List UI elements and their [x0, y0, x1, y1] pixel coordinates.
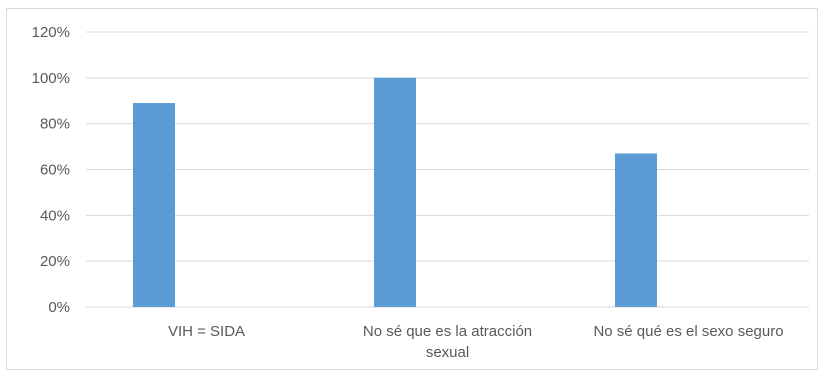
y-tick-label: 0% [48, 299, 70, 316]
bar [373, 77, 416, 307]
y-tick-label: 40% [40, 207, 70, 224]
x-tick-label: No sé qué es el sexo seguro [593, 323, 783, 340]
x-tick-label: sexual [426, 344, 469, 361]
x-tick-label: VIH = SIDA [168, 323, 245, 340]
x-tick-label: No sé que es la atracción [363, 323, 532, 340]
bars [132, 77, 657, 308]
y-axis-ticks: 0% 20% 40% 60% 80% 100% 120% [32, 24, 70, 316]
gridlines [86, 31, 809, 308]
y-tick-label: 20% [40, 253, 70, 270]
y-tick-label: 120% [32, 24, 70, 41]
bar [132, 103, 175, 308]
x-axis-labels: VIH = SIDA No sé que es la atracción sexua… [168, 323, 784, 361]
y-tick-label: 100% [32, 70, 70, 87]
y-tick-label: 60% [40, 162, 70, 179]
y-tick-label: 80% [40, 116, 70, 133]
bar [614, 153, 657, 307]
